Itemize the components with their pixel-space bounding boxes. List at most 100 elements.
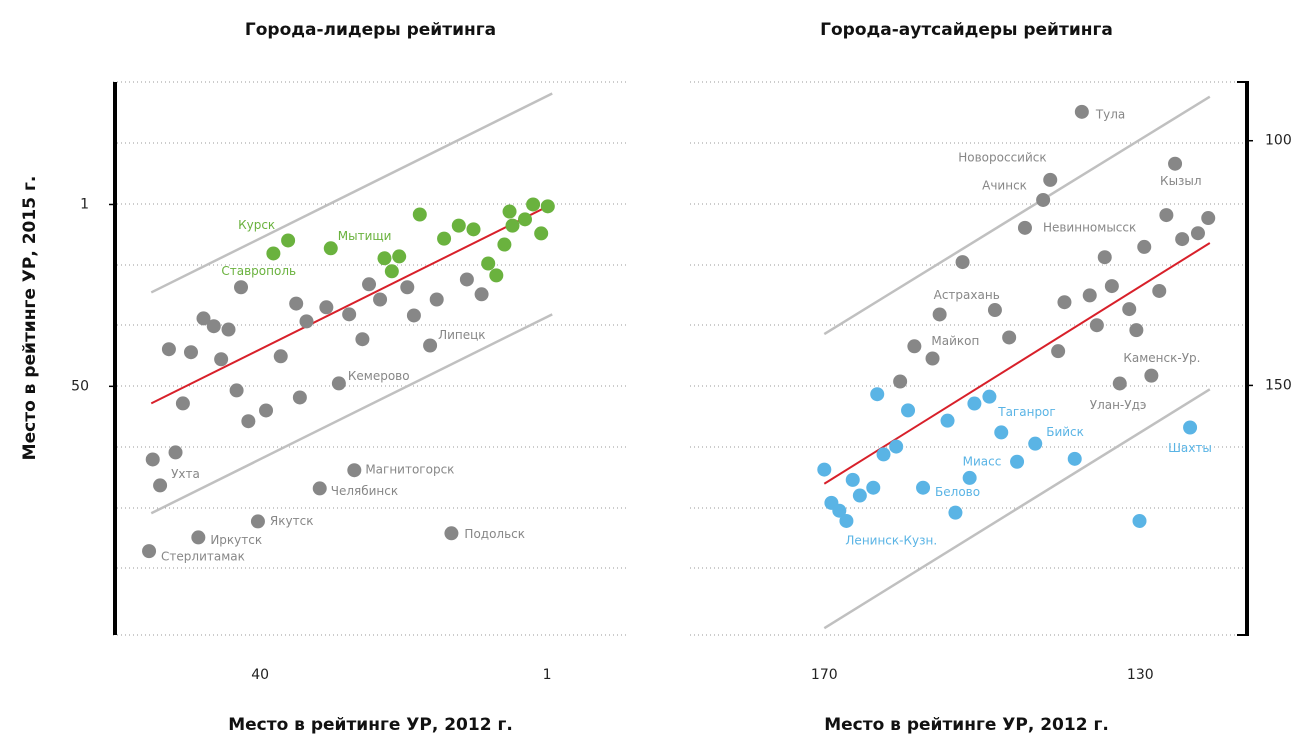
- point-label: Кемерово: [348, 369, 410, 383]
- point: [1122, 302, 1137, 317]
- point: [373, 292, 388, 307]
- point: [497, 237, 512, 252]
- point-label: Ухта: [171, 467, 200, 481]
- point: [817, 462, 832, 477]
- point: [312, 481, 327, 496]
- band-line: [150, 313, 553, 515]
- point: [196, 311, 211, 326]
- point: [161, 342, 176, 357]
- point-label: Шахты: [1168, 441, 1212, 455]
- point: [400, 280, 415, 295]
- point: [289, 296, 304, 311]
- x-tick-label: 40: [251, 667, 269, 683]
- y-tick-label: 50: [71, 378, 89, 394]
- x-tick-label: 1: [543, 667, 552, 683]
- point: [229, 383, 244, 398]
- point-label: Якутск: [270, 514, 314, 528]
- y-axis-label: Место в рейтинге УР, 2015 г.: [20, 176, 40, 461]
- point: [281, 233, 296, 248]
- point: [459, 272, 474, 287]
- point: [323, 241, 338, 256]
- point: [962, 470, 977, 485]
- point-label: Невинномысск: [1043, 220, 1136, 234]
- point: [852, 488, 867, 503]
- trend-line: [823, 242, 1211, 485]
- point: [406, 308, 421, 323]
- point: [423, 338, 438, 353]
- point: [384, 264, 399, 279]
- point: [451, 218, 466, 233]
- chart-title: Города-лидеры рейтинга: [245, 20, 496, 40]
- point: [1144, 368, 1159, 383]
- point-label: Курск: [238, 218, 275, 232]
- point: [153, 478, 168, 493]
- point: [907, 339, 922, 354]
- point: [870, 387, 885, 402]
- chart-title: Города-аутсайдеры рейтинга: [820, 20, 1113, 40]
- y-tick-label: 100: [1265, 133, 1292, 149]
- point: [925, 351, 940, 366]
- point: [839, 513, 854, 528]
- point: [292, 390, 307, 405]
- point: [889, 439, 904, 454]
- point: [1089, 318, 1104, 333]
- point-label: Майкоп: [931, 334, 979, 348]
- point: [355, 332, 370, 347]
- trend-line: [150, 205, 549, 405]
- point: [518, 212, 532, 227]
- point: [1074, 104, 1089, 119]
- point: [866, 480, 881, 495]
- point: [1082, 288, 1097, 303]
- point-label: Магнитогорск: [365, 463, 454, 477]
- x-tick-label: 170: [811, 667, 838, 683]
- point: [474, 287, 489, 302]
- point: [1097, 250, 1112, 265]
- point: [1132, 513, 1147, 528]
- point: [266, 246, 281, 261]
- point: [362, 277, 377, 292]
- point-label: Улан-Удэ: [1090, 398, 1147, 412]
- point: [168, 445, 183, 460]
- point-label: Иркутск: [210, 533, 262, 547]
- x-tick-label: 130: [1127, 667, 1154, 683]
- point: [916, 480, 931, 495]
- point: [1190, 226, 1205, 241]
- point: [175, 396, 190, 411]
- point: [955, 255, 970, 270]
- point-label: Миасс: [963, 454, 1002, 468]
- point: [437, 231, 452, 246]
- x-axis-label: Место в рейтинге УР, 2012 г.: [824, 715, 1109, 735]
- point: [1112, 376, 1127, 391]
- x-axis-label: Место в рейтинге УР, 2012 г.: [228, 715, 513, 735]
- point: [1137, 239, 1152, 254]
- point: [534, 226, 549, 241]
- point: [982, 389, 997, 404]
- point-label: Новороссийск: [958, 150, 1046, 164]
- point-label: Мытищи: [338, 229, 392, 243]
- point: [206, 319, 221, 334]
- point: [1159, 208, 1174, 223]
- point: [444, 526, 459, 541]
- point: [526, 197, 541, 212]
- point-label: Подольск: [464, 527, 525, 541]
- point: [876, 447, 891, 462]
- y-tick-label: 150: [1265, 377, 1292, 393]
- band-line: [150, 92, 553, 294]
- point-label: Кызыл: [1160, 174, 1202, 188]
- point-label: Липецк: [438, 328, 485, 342]
- point: [466, 222, 481, 237]
- point: [429, 292, 444, 307]
- point: [1017, 220, 1032, 235]
- point: [502, 204, 517, 219]
- point: [221, 322, 236, 337]
- point: [1051, 344, 1066, 359]
- point: [1201, 211, 1216, 226]
- point-label: Ставрополь: [221, 264, 296, 278]
- point: [191, 530, 206, 545]
- point: [259, 403, 274, 418]
- point: [331, 376, 346, 391]
- point: [214, 352, 229, 367]
- point: [1183, 420, 1198, 435]
- point: [1129, 323, 1144, 338]
